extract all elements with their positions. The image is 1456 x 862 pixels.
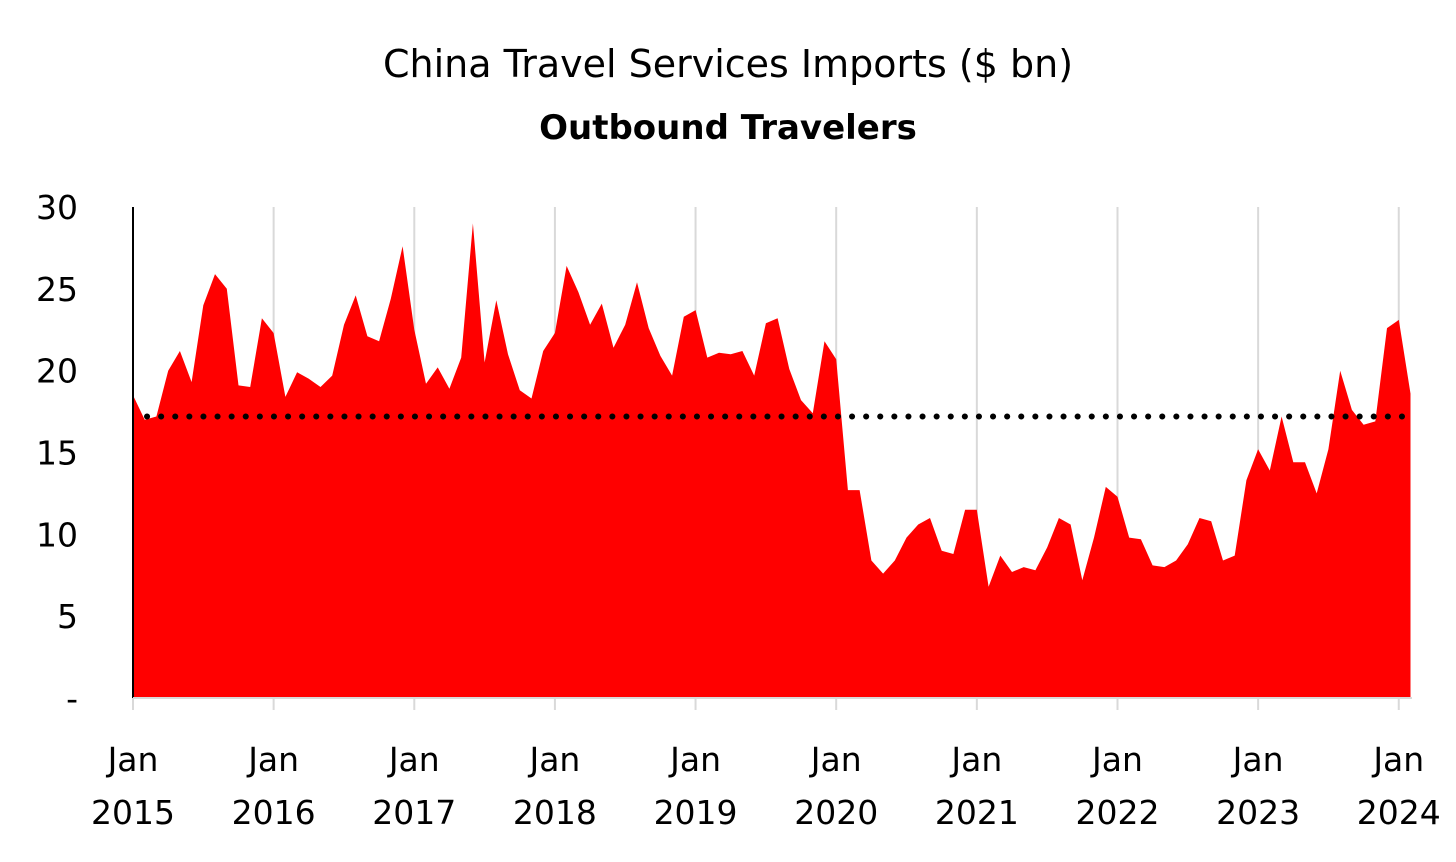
chart-subtitle: Outbound Travelers [539, 108, 917, 148]
x-tick-label-month-9: Jan [1371, 740, 1424, 779]
chart-title: China Travel Services Imports ($ bn) [382, 42, 1074, 86]
y-tick-label-1: 5 [57, 597, 78, 636]
y-tick-label-6: 30 [36, 188, 78, 227]
x-tick-labels: Jan 2015 Jan 2016 Jan 2017 Jan 2018 Jan 2019 Jan 20… [91, 740, 1441, 832]
x-tick-label-month-1: Jan [246, 740, 299, 779]
x-tick-label-month-4: Jan [668, 740, 721, 779]
x-tick-label-month-5: Jan [809, 740, 862, 779]
y-tick-label-4: 20 [36, 352, 78, 391]
x-tick-label-year-8: 2023 [1216, 793, 1300, 832]
axes [132, 207, 1412, 710]
x-tick-label-year-1: 2016 [232, 793, 316, 832]
x-tick-label-year-9: 2024 [1357, 793, 1441, 832]
y-tick-label-2: 10 [36, 515, 78, 554]
y-tick-label-3: 15 [36, 434, 78, 473]
x-tick-label-year-0: 2015 [91, 793, 175, 832]
x-tick-label-year-7: 2022 [1075, 793, 1159, 832]
x-tick-label-year-3: 2018 [513, 793, 597, 832]
x-tick-label-year-5: 2020 [794, 793, 878, 832]
y-tick-labels: - 5 10 15 20 25 30 [36, 188, 78, 718]
x-tick-label-year-4: 2019 [654, 793, 738, 832]
x-tick-label-month-2: Jan [387, 740, 440, 779]
x-tick-label-month-3: Jan [527, 740, 580, 779]
x-tick-label-year-6: 2021 [935, 793, 1019, 832]
series-area [133, 223, 1411, 698]
x-tick-label-month-0: Jan [106, 740, 159, 779]
x-tick-label-month-6: Jan [949, 740, 1002, 779]
x-tick-label-year-2: 2017 [372, 793, 456, 832]
y-tick-label-0: - [66, 679, 78, 718]
x-tick-label-month-8: Jan [1231, 740, 1284, 779]
area-series-0 [133, 223, 1411, 698]
y-tick-label-5: 25 [36, 270, 78, 309]
x-tick-label-month-7: Jan [1090, 740, 1143, 779]
